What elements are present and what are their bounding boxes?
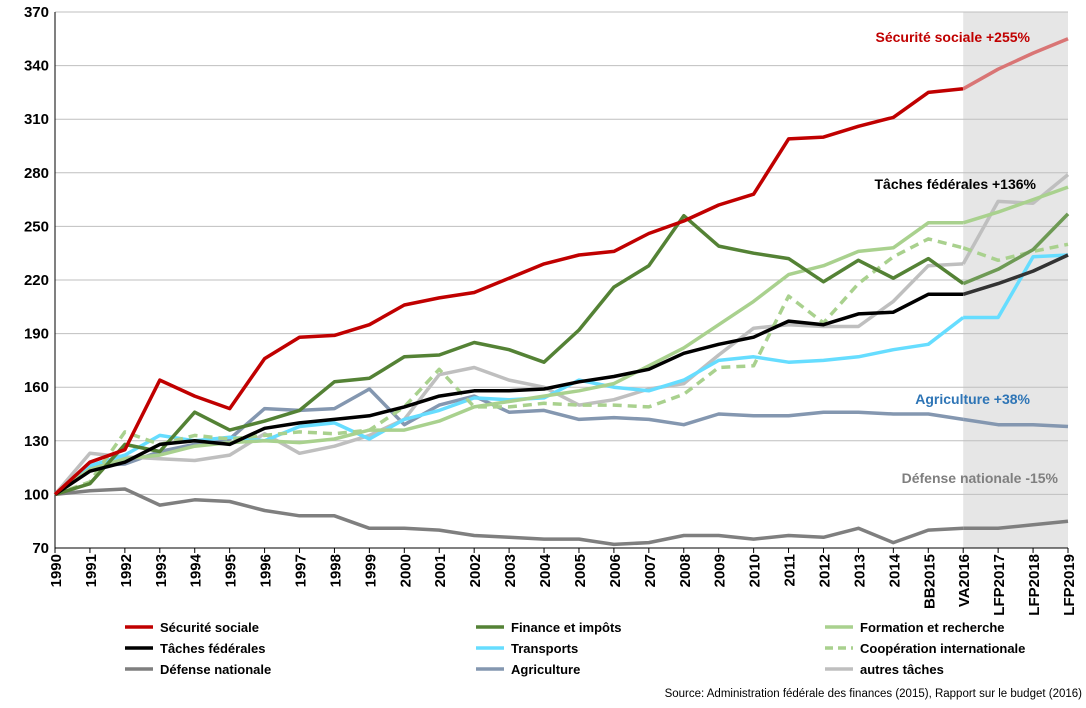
source-note: Source: Administration fédérale des fina… <box>665 688 1083 700</box>
x-tick-label: 1998 <box>327 554 344 587</box>
x-tick-label: 1991 <box>83 554 100 587</box>
annotation-label: Sécurité sociale +255% <box>876 29 1031 45</box>
series-line-cooperation-internationale <box>54 237 964 497</box>
x-tick-label: 2004 <box>537 553 554 587</box>
series-projection-line-formation-et-recherche <box>962 185 1069 225</box>
y-tick-label: 130 <box>24 433 49 450</box>
x-tick-label: 2006 <box>607 554 624 587</box>
legend-label: Tâches fédérales <box>160 641 266 656</box>
legend-label: Finance et impôts <box>511 620 622 635</box>
annotation-label: Tâches fédérales +136% <box>875 176 1037 192</box>
annotation-label: Défense nationale -15% <box>902 470 1059 486</box>
series-projection-line-taches-federales <box>962 253 1069 296</box>
x-tick-label: 2008 <box>677 554 694 587</box>
series-projection-line-agriculture <box>962 417 1069 429</box>
x-tick-label: LFP2019 <box>1061 554 1078 616</box>
y-tick-label: 370 <box>24 4 49 21</box>
x-tick-label: 2010 <box>747 554 764 587</box>
x-tick-label: 2007 <box>642 554 659 587</box>
y-tick-label: 310 <box>24 111 49 128</box>
y-tick-label: 280 <box>24 165 49 182</box>
y-tick-label: 340 <box>24 58 49 75</box>
y-tick-label: 190 <box>24 326 49 343</box>
y-tick-label: 220 <box>24 272 49 289</box>
x-tick-label: 2001 <box>432 554 449 587</box>
legend-label: Formation et recherche <box>860 620 1005 635</box>
series-projection-line-transports <box>963 253 1069 320</box>
series-projection-line-finance-et-impots <box>962 212 1070 286</box>
x-tick-label: 2013 <box>851 554 868 587</box>
annotation-label: Agriculture +38% <box>915 391 1030 407</box>
x-tick-label: 2012 <box>816 554 833 587</box>
x-tick-label: 2014 <box>886 553 903 587</box>
series-line-formation-et-recherche <box>53 221 964 496</box>
x-tick-label: 2005 <box>572 554 589 587</box>
legend-label: Défense nationale <box>160 662 271 677</box>
x-tick-label: 2009 <box>712 554 729 587</box>
x-tick-label: 1995 <box>223 554 240 587</box>
x-tick-label: BB2015 <box>921 554 938 609</box>
x-tick-label: 1990 <box>48 554 65 587</box>
series-projection-line-autres-taches <box>961 173 1070 265</box>
x-tick-label: 1992 <box>118 554 135 587</box>
x-tick-label: 2011 <box>782 554 799 587</box>
x-tick-label: LFP2018 <box>1026 554 1043 616</box>
series-line-finance-et-impots <box>54 213 965 497</box>
legend-label: autres tâches <box>860 662 944 677</box>
x-tick-label: 2003 <box>502 554 519 587</box>
x-tick-label: 1994 <box>188 553 205 587</box>
x-tick-label: 2000 <box>397 554 414 587</box>
legend-label: Coopération internationale <box>860 641 1025 656</box>
series-projection-line-securite-sociale <box>962 37 1069 91</box>
y-tick-label: 160 <box>24 379 49 396</box>
x-tick-label: 1997 <box>293 554 310 587</box>
series-projection-line-defense-nationale <box>963 519 1069 531</box>
legend-label: Agriculture <box>511 662 580 677</box>
y-tick-label: 70 <box>32 540 49 557</box>
series-projection-line-cooperation-internationale <box>962 242 1069 263</box>
x-tick-label: 1996 <box>258 554 275 587</box>
series-line-taches-federales <box>54 292 964 496</box>
x-tick-label: 1999 <box>362 554 379 587</box>
series-line-autres-taches <box>53 262 964 496</box>
y-tick-label: 100 <box>24 486 49 503</box>
y-tick-label: 250 <box>24 218 49 235</box>
x-tick-label: 2002 <box>467 554 484 587</box>
x-tick-label: 1993 <box>153 554 170 587</box>
series-line-defense-nationale <box>54 487 964 547</box>
series-line-securite-sociale <box>53 87 964 496</box>
series-line-transports <box>53 316 965 496</box>
legend-label: Sécurité sociale <box>160 620 259 635</box>
x-tick-label: VA2016 <box>956 554 973 607</box>
x-tick-label: LFP2017 <box>991 554 1008 616</box>
legend-label: Transports <box>511 641 578 656</box>
